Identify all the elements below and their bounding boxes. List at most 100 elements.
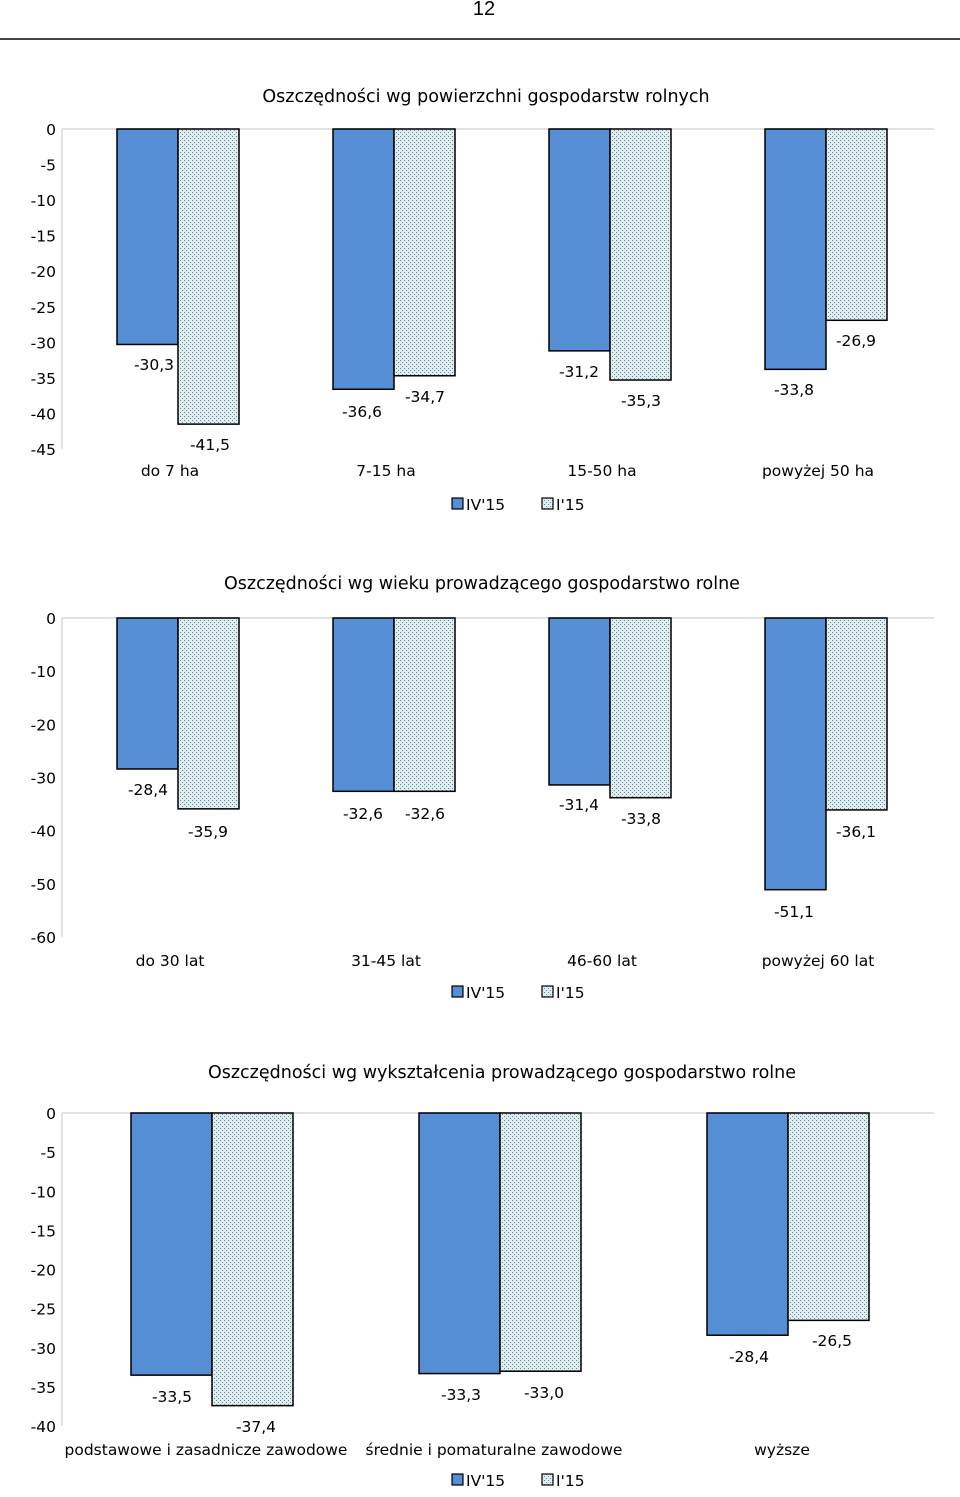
legend: IV'15 I'15 bbox=[451, 1472, 585, 1490]
bar-iv15 bbox=[418, 1112, 501, 1375]
legend-label: IV'15 bbox=[466, 1472, 505, 1490]
bar-i15 bbox=[609, 617, 672, 799]
data-label: -26,5 bbox=[812, 1332, 852, 1350]
data-label: -28,4 bbox=[729, 1348, 769, 1366]
category-label: 15-50 ha bbox=[567, 462, 636, 480]
y-tick-label: 0 bbox=[46, 610, 56, 628]
y-tick-label: -10 bbox=[31, 192, 56, 210]
data-label: -33,5 bbox=[152, 1388, 192, 1406]
y-tick-label: -15 bbox=[31, 228, 56, 246]
y-tick-label: -20 bbox=[31, 716, 56, 734]
legend-swatch-i15 bbox=[541, 1473, 554, 1486]
y-tick-label: -30 bbox=[31, 1340, 56, 1358]
legend-swatch-iv15 bbox=[451, 497, 464, 510]
bar-i15 bbox=[393, 617, 456, 793]
bar-iv15 bbox=[116, 128, 179, 346]
data-label: -51,1 bbox=[774, 903, 814, 921]
data-label: -37,4 bbox=[236, 1418, 276, 1436]
bar-iv15 bbox=[548, 128, 611, 352]
chart-title: Oszczędności wg wykształcenia prowadzące… bbox=[208, 1063, 796, 1083]
bar-i15 bbox=[393, 128, 456, 377]
bar-i15 bbox=[177, 617, 240, 810]
data-label: -32,6 bbox=[405, 805, 445, 823]
y-tick-label: -35 bbox=[31, 370, 56, 388]
legend-label: I'15 bbox=[556, 1472, 585, 1490]
y-tick-label: -30 bbox=[31, 770, 56, 788]
category-label: do 7 ha bbox=[141, 462, 199, 480]
bar-i15 bbox=[211, 1112, 294, 1407]
data-label: -35,3 bbox=[621, 392, 661, 410]
data-label: -33,3 bbox=[441, 1386, 481, 1404]
chart-2: Oszczędności wg wieku prowadzącego gospo… bbox=[31, 574, 934, 1002]
chart-3: Oszczędności wg wykształcenia prowadzące… bbox=[31, 1063, 934, 1490]
y-tick-label: -10 bbox=[31, 1183, 56, 1201]
chart-title: Oszczędności wg powierzchni gospodarstw … bbox=[262, 87, 709, 107]
y-tick-label: 0 bbox=[46, 121, 56, 139]
category-label: podstawowe i zasadnicze zawodowe bbox=[65, 1441, 348, 1459]
y-tick-label: -10 bbox=[31, 663, 56, 681]
legend-swatch-iv15 bbox=[451, 1473, 464, 1486]
bar-iv15 bbox=[548, 617, 611, 786]
data-label: -31,2 bbox=[559, 363, 599, 381]
y-tick-label: -50 bbox=[31, 876, 56, 894]
y-tick-label: -40 bbox=[31, 405, 56, 423]
y-tick-label: -35 bbox=[31, 1379, 56, 1397]
data-label: -28,4 bbox=[128, 781, 168, 799]
page-header: 12 bbox=[0, 0, 960, 40]
data-label: -32,6 bbox=[343, 805, 383, 823]
category-label: 46-60 lat bbox=[567, 952, 637, 970]
data-label: -41,5 bbox=[190, 436, 230, 454]
bar-i15 bbox=[499, 1112, 582, 1372]
bar-iv15 bbox=[764, 128, 827, 371]
category-label: 7-15 ha bbox=[356, 462, 415, 480]
y-tick-label: -5 bbox=[41, 1144, 56, 1162]
chart-title: Oszczędności wg wieku prowadzącego gospo… bbox=[224, 574, 740, 594]
data-label: -33,8 bbox=[774, 381, 814, 399]
data-label: -26,9 bbox=[836, 332, 876, 350]
bar-iv15 bbox=[116, 617, 179, 770]
legend-swatch-i15 bbox=[541, 497, 554, 510]
y-tick-label: -40 bbox=[31, 823, 56, 841]
chart-1: Oszczędności wg powierzchni gospodarstw … bbox=[31, 87, 934, 514]
legend-swatch-i15 bbox=[541, 985, 554, 998]
legend-label: I'15 bbox=[556, 984, 585, 1002]
y-tick-label: -25 bbox=[31, 1301, 56, 1319]
category-label: wyższe bbox=[754, 1441, 810, 1459]
y-tick-label: -20 bbox=[31, 263, 56, 281]
category-label: powyżej 50 ha bbox=[762, 462, 874, 480]
bar-i15 bbox=[609, 128, 672, 381]
data-label: -33,8 bbox=[621, 810, 661, 828]
bar-iv15 bbox=[706, 1112, 789, 1336]
bar-i15 bbox=[825, 617, 888, 811]
header-rule bbox=[0, 38, 960, 40]
bar-iv15 bbox=[332, 128, 395, 391]
data-label: -36,1 bbox=[836, 823, 876, 841]
data-label: -35,9 bbox=[188, 823, 228, 841]
y-tick-label: -60 bbox=[31, 929, 56, 947]
data-label: -33,0 bbox=[524, 1384, 564, 1402]
y-tick-label: -30 bbox=[31, 334, 56, 352]
page-number: 12 bbox=[472, 0, 496, 20]
data-label: -34,7 bbox=[405, 388, 445, 406]
y-tick-label: -20 bbox=[31, 1262, 56, 1280]
bar-i15 bbox=[177, 128, 240, 425]
legend-label: I'15 bbox=[556, 496, 585, 514]
legend-swatch-iv15 bbox=[451, 985, 464, 998]
data-label: -31,4 bbox=[559, 796, 599, 814]
legend: IV'15 I'15 bbox=[451, 984, 585, 1002]
data-label: -36,6 bbox=[342, 403, 382, 421]
y-tick-label: -40 bbox=[31, 1418, 56, 1436]
legend: IV'15 I'15 bbox=[451, 496, 585, 514]
bar-i15 bbox=[825, 128, 888, 322]
y-tick-label: -15 bbox=[31, 1222, 56, 1240]
category-label: średnie i pomaturalne zawodowe bbox=[366, 1441, 623, 1459]
category-label: powyżej 60 lat bbox=[762, 952, 875, 970]
category-label: 31-45 lat bbox=[351, 952, 421, 970]
bar-i15 bbox=[787, 1112, 870, 1322]
y-tick-label: -5 bbox=[41, 157, 56, 175]
bar-iv15 bbox=[332, 617, 395, 793]
y-tick-label: -45 bbox=[31, 441, 56, 459]
y-tick-label: 0 bbox=[46, 1105, 56, 1123]
legend-label: IV'15 bbox=[466, 496, 505, 514]
